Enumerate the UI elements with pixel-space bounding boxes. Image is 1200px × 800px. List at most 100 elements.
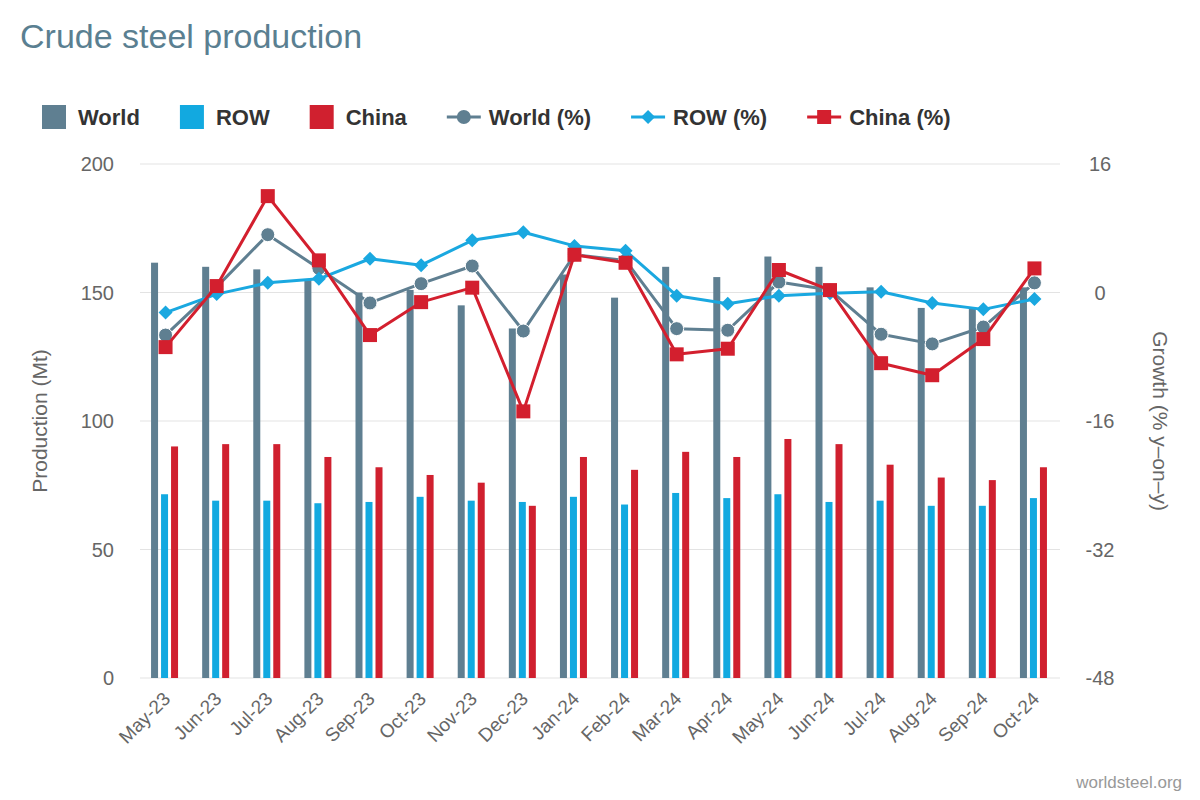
marker: [567, 248, 581, 262]
legend-marker: [457, 110, 471, 124]
x-tick-label: Dec-23: [474, 688, 532, 746]
bar: [468, 501, 475, 678]
marker: [721, 323, 735, 337]
y-tick-label: 0: [103, 667, 114, 689]
legend-item: China (%): [807, 105, 950, 130]
bar: [263, 501, 270, 678]
bar: [816, 267, 823, 678]
x-tick-label: Aug-24: [883, 688, 941, 746]
bar: [560, 275, 567, 678]
bar: [314, 503, 321, 678]
legend-label: China (%): [849, 105, 950, 130]
bar: [1020, 287, 1027, 678]
bar: [253, 269, 260, 678]
marker: [210, 279, 224, 293]
marker: [516, 404, 530, 418]
marker: [670, 347, 684, 361]
legend-item: World (%): [447, 105, 591, 130]
bar: [304, 280, 311, 678]
marker: [516, 324, 530, 338]
line: [166, 235, 1035, 344]
grid-line: [140, 292, 1060, 293]
x-tick-label: Aug-23: [270, 688, 328, 746]
marker: [925, 337, 939, 351]
y-tick-label: 50: [92, 539, 114, 561]
marker: [925, 296, 939, 310]
bar: [407, 290, 414, 678]
marker: [312, 272, 326, 286]
y2-tick-label: -32: [1086, 539, 1115, 561]
bar: [1040, 467, 1047, 678]
marker: [670, 289, 684, 303]
marker: [976, 302, 990, 316]
bar: [570, 497, 577, 678]
bar: [202, 267, 209, 678]
y2-tick-label: -16: [1086, 410, 1115, 432]
bar: [580, 457, 587, 678]
x-tick-label: May-23: [115, 688, 175, 748]
y2-tick-label: 16: [1089, 153, 1111, 175]
y-tick-label: 100: [81, 410, 114, 432]
bar: [529, 506, 536, 678]
x-tick-label: Apr-24: [681, 688, 736, 743]
bar: [887, 465, 894, 678]
y2-tick-label: 0: [1094, 282, 1105, 304]
marker: [619, 244, 633, 258]
bar: [151, 263, 158, 678]
grid-line: [140, 164, 1060, 165]
bar: [1030, 498, 1037, 678]
marker: [363, 296, 377, 310]
bar: [427, 475, 434, 678]
source: worldsteel.org: [1075, 773, 1182, 792]
marker: [823, 283, 837, 297]
legend-swatch: [42, 105, 66, 129]
y2-tick: [1060, 678, 1064, 679]
bar: [356, 293, 363, 679]
x-tick-label: Jun-23: [170, 688, 226, 744]
x-tick-label: Nov-23: [423, 688, 481, 746]
bar: [733, 457, 740, 678]
legend-marker: [817, 110, 831, 124]
marker: [772, 263, 786, 277]
marker: [465, 259, 479, 273]
y-tick-label: 150: [81, 282, 114, 304]
legend-item: ROW: [180, 105, 270, 130]
legend-swatch: [180, 105, 204, 129]
marker: [414, 295, 428, 309]
marker: [312, 253, 326, 267]
marker: [772, 289, 786, 303]
bar: [324, 457, 331, 678]
marker: [414, 277, 428, 291]
legend-swatch: [310, 105, 334, 129]
bar: [519, 502, 526, 678]
legend-label: ROW (%): [673, 105, 767, 130]
line: [166, 232, 1035, 312]
bar: [682, 452, 689, 678]
marker: [261, 228, 275, 242]
marker: [823, 283, 837, 297]
y-axis-title: Production (Mt): [28, 349, 51, 493]
marker: [465, 281, 479, 295]
bar: [713, 277, 720, 678]
bar: [212, 501, 219, 678]
bar: [171, 446, 178, 678]
bar: [877, 501, 884, 678]
marker: [261, 276, 275, 290]
y2-tick: [1060, 164, 1064, 165]
x-tick-label: Sep-24: [934, 688, 992, 746]
marker: [261, 189, 275, 203]
y2-tick-label: -48: [1086, 667, 1115, 689]
marker: [159, 306, 173, 320]
marker: [874, 285, 888, 299]
bar: [621, 505, 628, 678]
bar: [723, 498, 730, 678]
y2-tick: [1060, 549, 1064, 550]
bar: [611, 298, 618, 678]
bar: [376, 467, 383, 678]
x-tick-label: May-24: [728, 688, 788, 748]
bar: [417, 497, 424, 678]
bar: [918, 308, 925, 678]
marker: [670, 322, 684, 336]
bar: [938, 478, 945, 678]
marker: [210, 280, 224, 294]
